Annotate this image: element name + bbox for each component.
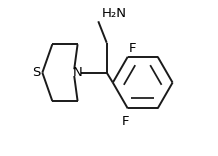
Text: N: N <box>73 66 82 79</box>
Text: F: F <box>122 115 129 128</box>
Text: F: F <box>129 42 136 55</box>
Text: H₂N: H₂N <box>101 7 126 20</box>
Text: S: S <box>32 66 40 79</box>
